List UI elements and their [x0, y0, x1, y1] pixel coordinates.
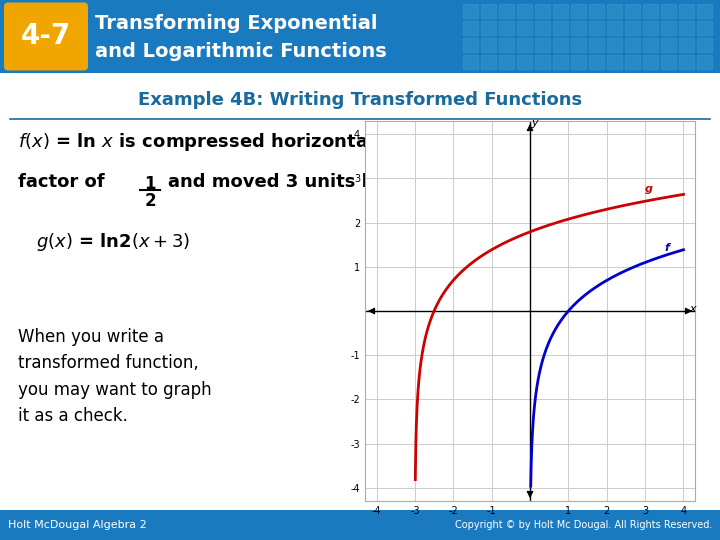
Text: f: f [665, 244, 669, 253]
Bar [535, 38, 550, 52]
Bar [589, 4, 604, 18]
Bar [571, 55, 586, 69]
Text: When you write a
transformed function,
you may want to graph
it as a check.: When you write a transformed function, y… [18, 328, 212, 425]
Bar [463, 38, 478, 52]
Bar [535, 55, 550, 69]
Bar [661, 4, 676, 18]
Bar [481, 21, 496, 35]
Bar [679, 55, 694, 69]
Bar [607, 38, 622, 52]
Bar [499, 4, 514, 18]
Bar [679, 4, 694, 18]
Bar [463, 4, 478, 18]
Bar [499, 38, 514, 52]
Bar [643, 38, 658, 52]
Bar [589, 55, 604, 69]
Bar [571, 4, 586, 18]
Bar [517, 55, 532, 69]
Bar [697, 4, 712, 18]
Bar [625, 21, 640, 35]
Bar [481, 4, 496, 18]
FancyBboxPatch shape [4, 3, 88, 71]
Text: 2: 2 [144, 192, 156, 210]
Text: $g(x)$ = ln2$(x + 3)$: $g(x)$ = ln2$(x + 3)$ [36, 231, 190, 253]
Bar [661, 55, 676, 69]
Bar [553, 55, 568, 69]
Bar [463, 55, 478, 69]
Bar [535, 4, 550, 18]
Text: factor of: factor of [18, 173, 104, 191]
Bar [607, 4, 622, 18]
Text: Transforming Exponential: Transforming Exponential [95, 14, 377, 33]
Bar [517, 38, 532, 52]
Text: x: x [689, 304, 696, 314]
Bar [643, 4, 658, 18]
Text: g: g [645, 184, 653, 194]
Text: 1: 1 [144, 175, 156, 193]
Bar [625, 4, 640, 18]
Bar [517, 21, 532, 35]
Text: Holt McDougal Algebra 2: Holt McDougal Algebra 2 [8, 520, 147, 530]
Bar [553, 4, 568, 18]
Bar [697, 38, 712, 52]
Bar [607, 21, 622, 35]
Text: Copyright © by Holt Mc Dougal. All Rights Reserved.: Copyright © by Holt Mc Dougal. All Right… [454, 520, 712, 530]
Text: Example 4B: Writing Transformed Functions: Example 4B: Writing Transformed Function… [138, 91, 582, 109]
Bar [481, 38, 496, 52]
Bar [679, 38, 694, 52]
Bar [625, 38, 640, 52]
Bar [625, 55, 640, 69]
Text: and Logarithmic Functions: and Logarithmic Functions [95, 42, 387, 60]
Bar [463, 21, 478, 35]
Text: $f(x)$ = ln $x$ is compressed horizontally by a: $f(x)$ = ln $x$ is compressed horizontal… [18, 131, 441, 153]
Bar [535, 21, 550, 35]
Bar [679, 21, 694, 35]
Text: 4-7: 4-7 [21, 22, 71, 50]
Bar [661, 21, 676, 35]
Bar [499, 21, 514, 35]
Bar [643, 55, 658, 69]
Bar [517, 4, 532, 18]
Bar [607, 55, 622, 69]
Bar [571, 21, 586, 35]
Bar [697, 21, 712, 35]
Text: y: y [531, 118, 538, 127]
Text: and moved 3 units left.: and moved 3 units left. [168, 173, 403, 191]
Bar [571, 38, 586, 52]
Bar [697, 55, 712, 69]
Bar [643, 21, 658, 35]
Bar [661, 38, 676, 52]
Bar [553, 38, 568, 52]
Bar [481, 55, 496, 69]
Bar [589, 21, 604, 35]
Bar [589, 38, 604, 52]
Bar [553, 21, 568, 35]
Bar [499, 55, 514, 69]
